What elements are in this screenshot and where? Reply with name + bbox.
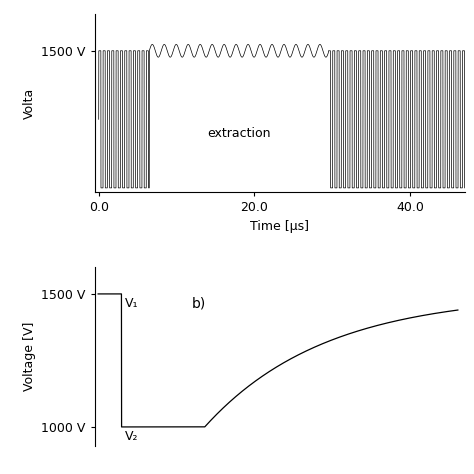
Text: V₁: V₁ [125,297,138,310]
Y-axis label: Volta: Volta [23,88,36,119]
X-axis label: Time [μs]: Time [μs] [250,220,309,233]
Text: b): b) [191,297,206,310]
Y-axis label: Voltage [V]: Voltage [V] [23,322,36,391]
Text: V₂: V₂ [125,430,138,443]
Text: extraction: extraction [207,127,271,139]
